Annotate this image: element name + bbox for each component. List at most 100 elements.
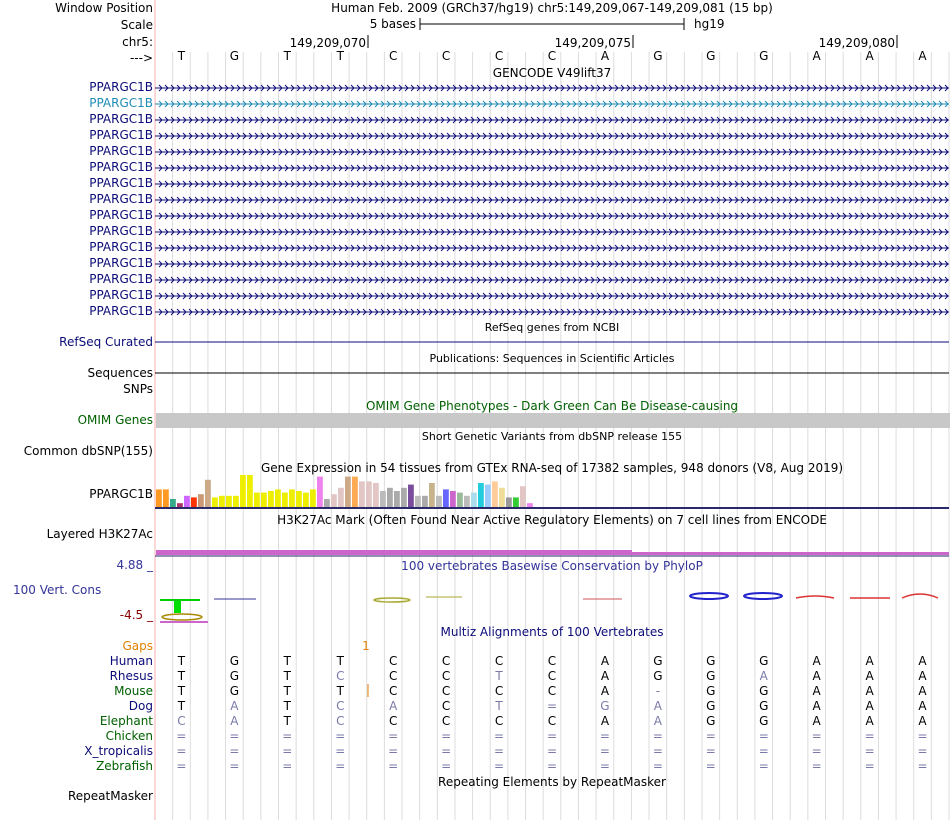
- dbsnp-label[interactable]: Common dbSNP(155): [23, 444, 153, 458]
- species-label[interactable]: Mouse: [114, 684, 153, 698]
- gtex-bar[interactable]: [240, 475, 246, 507]
- gtex-bar[interactable]: [177, 503, 183, 507]
- refseq-title[interactable]: RefSeq genes from NCBI: [484, 321, 620, 334]
- gtex-bar[interactable]: [408, 484, 414, 507]
- phylop-mark[interactable]: [161, 613, 203, 621]
- refseq-label[interactable]: RefSeq Curated: [59, 335, 153, 349]
- gtex-bar[interactable]: [478, 483, 484, 507]
- species-label[interactable]: Chicken: [105, 729, 153, 743]
- gtex-bar[interactable]: [352, 476, 358, 507]
- gtex-bar[interactable]: [366, 481, 372, 507]
- gtex-bar[interactable]: [506, 497, 512, 507]
- gtex-bar[interactable]: [254, 492, 260, 507]
- gtex-bar[interactable]: [520, 486, 526, 507]
- gtex-bar[interactable]: [485, 484, 491, 507]
- gtex-bar[interactable]: [226, 495, 232, 507]
- gtex-bar[interactable]: [205, 479, 211, 507]
- phylop-mark[interactable]: [174, 601, 181, 613]
- phylop-mark[interactable]: [901, 593, 939, 599]
- gtex-bar[interactable]: [324, 499, 330, 507]
- gtex-bar[interactable]: [338, 487, 344, 507]
- gtex-label[interactable]: PPARGC1B: [89, 487, 153, 501]
- gtex-bar[interactable]: [233, 495, 239, 507]
- species-label[interactable]: X_tropicalis: [84, 744, 153, 758]
- gencode-gene-label[interactable]: PPARGC1B: [89, 288, 153, 302]
- species-label[interactable]: Zebrafish: [96, 759, 153, 773]
- gtex-bar[interactable]: [345, 476, 351, 507]
- phylop-mark[interactable]: [689, 592, 729, 600]
- publications-title[interactable]: Publications: Sequences in Scientific Ar…: [429, 352, 675, 365]
- phylop-label[interactable]: 100 Vert. Cons: [13, 583, 102, 597]
- gtex-bar[interactable]: [387, 487, 393, 507]
- gencode-gene-label[interactable]: PPARGC1B: [89, 96, 153, 110]
- gencode-gene-label[interactable]: PPARGC1B: [89, 272, 153, 286]
- gtex-bar[interactable]: [436, 495, 442, 507]
- species-label[interactable]: Rhesus: [109, 669, 153, 683]
- h3k27ac-bar[interactable]: [632, 552, 949, 555]
- gtex-bar[interactable]: [268, 491, 274, 507]
- phylop-mark[interactable]: [373, 597, 411, 603]
- h3k27ac-bar[interactable]: [156, 550, 632, 555]
- gtex-bar[interactable]: [443, 489, 449, 507]
- gtex-bar[interactable]: [331, 494, 337, 507]
- gencode-gene-label[interactable]: PPARGC1B: [89, 304, 153, 318]
- gtex-bar[interactable]: [394, 491, 400, 507]
- h3k27ac-title[interactable]: H3K27Ac Mark (Often Found Near Active Re…: [277, 513, 827, 527]
- omim-label[interactable]: OMIM Genes: [77, 413, 153, 427]
- gtex-bar[interactable]: [359, 481, 365, 507]
- gtex-bar[interactable]: [415, 495, 421, 507]
- omim-bar[interactable]: [156, 413, 950, 428]
- gencode-gene-label[interactable]: PPARGC1B: [89, 240, 153, 254]
- gtex-bar[interactable]: [471, 492, 477, 507]
- gtex-bar[interactable]: [219, 495, 225, 507]
- gtex-bar[interactable]: [457, 492, 463, 507]
- gencode-gene-label[interactable]: PPARGC1B: [89, 144, 153, 158]
- gtex-bar[interactable]: [492, 481, 498, 507]
- gencode-gene-label[interactable]: PPARGC1B: [89, 208, 153, 222]
- gencode-gene-label[interactable]: PPARGC1B: [89, 112, 153, 126]
- gtex-bar[interactable]: [499, 487, 505, 507]
- gtex-bar[interactable]: [282, 492, 288, 507]
- gencode-title[interactable]: GENCODE V49lift37: [492, 66, 612, 80]
- gencode-gene-label[interactable]: PPARGC1B: [89, 176, 153, 190]
- gencode-gene-label[interactable]: PPARGC1B: [89, 128, 153, 142]
- phylop-mark[interactable]: [160, 599, 200, 601]
- gtex-bar[interactable]: [380, 491, 386, 507]
- gtex-bar[interactable]: [289, 489, 295, 507]
- gtex-bar[interactable]: [527, 503, 533, 507]
- gtex-bar[interactable]: [170, 499, 176, 507]
- gtex-bar[interactable]: [212, 497, 218, 507]
- gtex-bar[interactable]: [163, 489, 169, 507]
- dbsnp-title[interactable]: Short Genetic Variants from dbSNP releas…: [421, 430, 683, 443]
- gtex-bar[interactable]: [296, 491, 302, 507]
- repeatmasker-label[interactable]: RepeatMasker: [67, 789, 153, 803]
- assembly-position[interactable]: Human Feb. 2009 (GRCh37/hg19) chr5:149,2…: [331, 1, 773, 15]
- gtex-bar[interactable]: [184, 495, 190, 507]
- gtex-bar[interactable]: [450, 491, 456, 507]
- gtex-bar[interactable]: [191, 497, 197, 507]
- gtex-bar[interactable]: [464, 495, 470, 507]
- gaps-label[interactable]: Gaps: [122, 639, 153, 653]
- gencode-gene-label[interactable]: PPARGC1B: [89, 160, 153, 174]
- snps-label[interactable]: SNPs: [123, 382, 153, 396]
- gtex-bar[interactable]: [198, 494, 204, 507]
- gtex-bar[interactable]: [261, 492, 267, 507]
- gtex-bar[interactable]: [317, 476, 323, 507]
- gtex-bar[interactable]: [275, 489, 281, 507]
- omim-title[interactable]: OMIM Gene Phenotypes - Dark Green Can Be…: [365, 399, 739, 413]
- h3k27ac-label[interactable]: Layered H3K27Ac: [46, 527, 153, 541]
- repeatmasker-title[interactable]: Repeating Elements by RepeatMasker: [438, 775, 666, 789]
- gencode-gene-label[interactable]: PPARGC1B: [89, 256, 153, 270]
- gtex-bar[interactable]: [373, 483, 379, 507]
- phylop-mark[interactable]: [743, 592, 783, 600]
- phylop-title[interactable]: 100 vertebrates Basewise Conservation by…: [401, 559, 703, 573]
- gencode-gene-label[interactable]: PPARGC1B: [89, 80, 153, 94]
- gtex-bar[interactable]: [429, 483, 435, 507]
- gencode-gene-label[interactable]: PPARGC1B: [89, 192, 153, 206]
- gtex-bar[interactable]: [303, 492, 309, 507]
- gtex-bar[interactable]: [156, 489, 162, 507]
- gtex-bar[interactable]: [513, 497, 519, 507]
- gencode-gene-label[interactable]: PPARGC1B: [89, 224, 153, 238]
- gtex-bar[interactable]: [422, 495, 428, 507]
- phylop-mark[interactable]: [795, 595, 835, 599]
